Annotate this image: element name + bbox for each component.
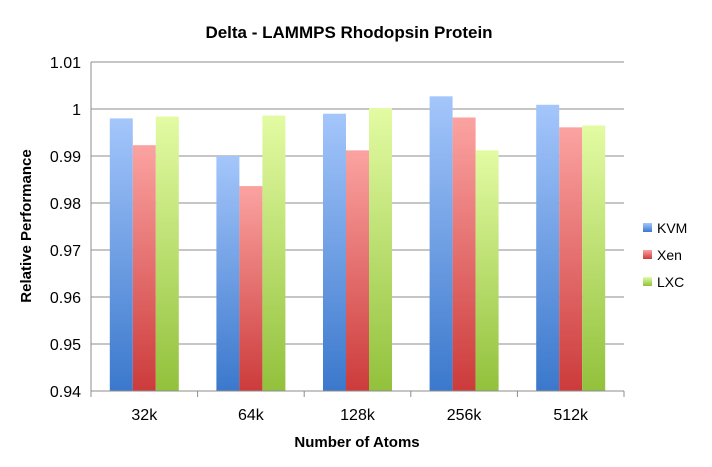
y-tick-label: 0.94 <box>50 384 81 401</box>
bar-xen-64k <box>239 186 263 391</box>
bar-kvm-32k <box>109 118 133 392</box>
y-tick-label: 1 <box>72 102 81 119</box>
bar-lxc-128k <box>369 108 392 391</box>
y-tick-label: 0.97 <box>50 243 81 260</box>
bar-lxc-512k <box>582 125 606 391</box>
bar-lxc-32k <box>155 116 179 392</box>
x-tick-label: 32k <box>131 407 158 424</box>
y-tick-label: 0.98 <box>50 196 81 213</box>
bar-kvm-512k <box>536 104 560 392</box>
bar-kvm-64k <box>216 156 240 391</box>
bar-kvm-256k <box>429 96 453 391</box>
legend-swatch-xen <box>643 250 652 259</box>
x-tick-label: 512k <box>553 407 589 424</box>
legend-label-xen: Xen <box>657 247 682 263</box>
y-axis-label: Relative Performance <box>18 149 35 302</box>
bars-group <box>109 96 606 392</box>
bar-lxc-64k <box>262 115 286 391</box>
bar-lxc-256k <box>475 150 499 391</box>
x-tick-label: 64k <box>238 407 265 424</box>
chart-title: Delta - LAMMPS Rhodopsin Protein <box>205 23 492 42</box>
bar-kvm-128k <box>323 113 346 391</box>
y-tick-label: 1.01 <box>50 55 81 72</box>
legend-swatch-kvm <box>643 223 652 232</box>
legend-label-lxc: LXC <box>657 274 684 290</box>
legend-swatch-lxc <box>643 277 652 286</box>
bar-xen-256k <box>452 117 476 392</box>
x-tick-label: 256k <box>447 407 483 424</box>
x-tick-label: 128k <box>340 407 376 424</box>
bar-xen-32k <box>132 145 156 391</box>
legend: KVM Xen LXC <box>643 220 687 290</box>
bar-xen-128k <box>346 150 369 391</box>
y-tick-labels: 0.94 0.95 0.96 0.97 0.98 0.99 1 1.01 <box>50 55 81 401</box>
y-tick-label: 0.99 <box>50 149 81 166</box>
y-tick-label: 0.95 <box>50 337 81 354</box>
x-axis-label: Number of Atoms <box>294 434 419 451</box>
y-tick-label: 0.96 <box>50 290 81 307</box>
x-tick-labels: 32k 64k 128k 256k 512k <box>131 407 589 424</box>
bar-xen-512k <box>559 127 583 391</box>
legend-label-kvm: KVM <box>657 220 687 236</box>
axes <box>90 62 625 397</box>
